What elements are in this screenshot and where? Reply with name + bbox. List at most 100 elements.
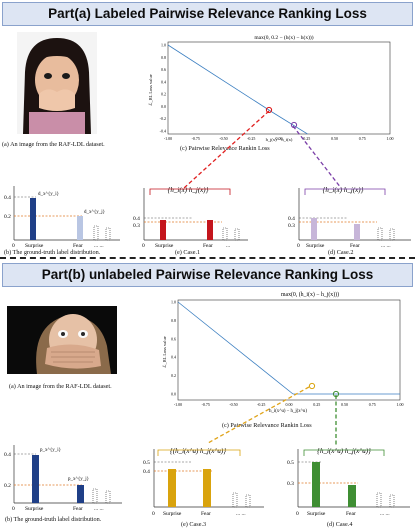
dist-b-bar-other-2: [105, 490, 111, 504]
dist-a-bar-surprise: [30, 198, 36, 240]
dist-a-ytick-1: 0.4: [4, 195, 11, 201]
case2-bar-other-1: [377, 227, 383, 241]
woman-photo: [7, 306, 117, 374]
plot-a-ytick-tick-7: -0.4: [160, 129, 166, 134]
case4-xlabel-dots: ... ...: [380, 511, 390, 517]
case2-bar-surprise: [311, 218, 317, 240]
part-b-title-banner: Part(b) unlabeled Pairwise Relevance Ran…: [2, 263, 413, 287]
case4-bar-surprise: [312, 462, 320, 507]
case4-ytick-2: 0.3: [287, 481, 294, 487]
plot-b-xtick-tick-5: 0.25: [313, 402, 320, 407]
case1-caption: (e) Case.1: [175, 249, 201, 256]
plot-b-ytick-tick-2: 0.6: [171, 336, 176, 341]
case1-xlabel-dots: ...: [226, 243, 231, 248]
plot-b-ytick-tick-1: 0.8: [171, 318, 176, 323]
girl-photo: [17, 32, 97, 134]
plot-a-frame: [167, 41, 391, 135]
part-a-loss-plot: max(0, 0.2 − (h(x) − h(x))) 1.0 0.8 0.6 0.4…: [144, 28, 412, 161]
part-a-image-caption: (a) An image from the RAF-LDL dataset.: [2, 141, 105, 148]
case3-label: {(h_i(x^u) h_j(x^u)}: [170, 447, 226, 455]
connector-red: [183, 110, 270, 189]
case3-bar-other-1: [232, 492, 238, 508]
case3-xlabel-dots: ... ...: [236, 511, 246, 517]
dist-a-xlabel-fear: Fear: [73, 243, 83, 248]
dist-a-zero: 0: [12, 243, 15, 248]
case4-caption: (d) Case.4: [327, 521, 353, 528]
plot-a-point-red: [265, 106, 273, 114]
dist-a-bar-other-2: [105, 227, 111, 241]
plot-a-ytick-tick-2: 0.6: [161, 67, 166, 72]
case1-bracket: [149, 188, 231, 195]
case2-xlabel-surprise: Surprise: [306, 243, 325, 248]
case4-zero: 0: [296, 511, 299, 517]
plot-a-xtick-tick-7: 0.75: [359, 136, 366, 141]
plot-a-xtick-tick-1: -0.75: [192, 136, 200, 141]
plot-b-ylabel: ℒ_RL Loss value: [162, 336, 167, 368]
case1-zero: 0: [142, 243, 145, 248]
plot-a-xtick-tick-0: -1.00: [164, 136, 172, 141]
plot-b-xtick-tick-6: 0.50: [341, 402, 348, 407]
case1-bar-other-1: [222, 227, 228, 241]
part-a-dist-chart: 0.4 0.2 d_x^{y_i} d_x^{y_j} 0 Surprise F…: [2, 182, 122, 253]
case3-zero: 0: [152, 511, 155, 517]
case1-bar-fear: [207, 220, 213, 240]
case4-bracket: [303, 449, 385, 456]
case1-label: {h_i(x) h_j(x)}: [168, 186, 209, 194]
case1-bar-surprise: [160, 220, 166, 240]
case4-bar-other-2: [389, 494, 395, 508]
case3-ytick-2: 0.4: [143, 469, 150, 475]
part-b-dist-chart: 0.4 0.2 p_x^{y_i} p_x^{y_j} 0 Surprise F…: [2, 441, 124, 516]
plot-a-ytick-tick-3: 0.4: [161, 79, 166, 84]
part-b-dist-caption: (b) The ground-truth label distribution.: [5, 516, 102, 523]
dist-a-xlabel-dots: ... ...: [94, 243, 104, 248]
plot-b-xtick-tick-7: 0.75: [369, 402, 376, 407]
part-a-title-banner: Part(a) Labeled Pairwise Relevance Ranki…: [2, 2, 413, 26]
dist-b-label-1: p_x^{y_i}: [40, 448, 61, 453]
dist-b-xlabel-fear: Fear: [73, 506, 83, 511]
plot-a-ytick-tick-0: 1.0: [161, 43, 166, 48]
case1-bar-other-2: [234, 228, 240, 241]
case3-bar-surprise: [168, 469, 176, 507]
dist-a-xlabel-surprise: Surprise: [25, 243, 44, 248]
plot-b-xtick-tick-1: -0.75: [202, 402, 210, 407]
case2-bar-other-2: [389, 228, 395, 241]
plot-a-xtick-tick-3: -0.25: [247, 136, 255, 141]
case1-xlabel-surprise: Surprise: [155, 243, 174, 248]
plot-b-xtick-tick-8: 1.00: [397, 402, 404, 407]
dist-a-ytick-2: 0.2: [4, 214, 11, 220]
dist-b-ytick-1: 0.4: [4, 452, 11, 458]
plot-a-ytick-tick-5: 0.0: [161, 104, 166, 109]
plot-b-xtick-tick-4: 0.00: [286, 402, 293, 407]
plot-b-xlabel: h_i(x^u) − h_j(x^u): [269, 409, 307, 414]
plot-b-xtick-tick-0: -1.00: [174, 402, 182, 407]
plot-a-ytick-tick-6: -0.2: [160, 116, 166, 121]
case2-ytick-2: 0.3: [288, 223, 295, 229]
plot-a-xtick-tick-8: 1.00: [387, 136, 394, 141]
plot-a-xtick-tick-6: 0.50: [331, 136, 338, 141]
connector-gold: [207, 386, 310, 444]
section-divider: [0, 257, 415, 259]
case4-chart: {h_i(x^u) h_j(x^u)} 0.5 0.3 0 Surprise F…: [286, 443, 412, 524]
case2-chart: {h_i(x) h_j(x)} 0.4 0.3 0 Surprise Fear …: [287, 182, 413, 253]
part-b-connectors: [207, 386, 337, 445]
dist-a-label-1: d_x^{y_i}: [38, 192, 59, 197]
plot-a-xtick-tick-2: -0.50: [219, 136, 227, 141]
plot-b-xtick-tick-2: -0.50: [229, 402, 237, 407]
dist-b-label-2: p_x^{y_j}: [68, 477, 89, 482]
plot-b-frame: [177, 299, 401, 401]
plot-a-xtick-tick-4: 0.00: [276, 136, 283, 141]
dist-a-bar-fear: [77, 216, 83, 240]
plot-b-xtick-tick-3: -0.25: [257, 402, 265, 407]
case2-ytick-1: 0.4: [288, 216, 295, 222]
part-b-plot-caption: (c) Pairwise Relevance Rankin Loss: [222, 422, 312, 429]
case2-xlabel-dots: ... ...: [381, 243, 391, 248]
dist-b-ytick-2: 0.2: [4, 483, 11, 489]
case4-bar-fear: [348, 485, 356, 507]
plot-a-xtick-tick-5: 0.25: [303, 136, 310, 141]
part-b-loss-plot: max(0, (h_i(x) − h_j(x))) 1.0 0.8 0.6 0.4 0.…: [160, 286, 410, 423]
connector-purple: [292, 125, 342, 189]
case3-bracket: [157, 449, 241, 456]
case3-bar-other-2: [245, 494, 251, 508]
case2-label: {h_i(x) h_j(x)}: [323, 186, 364, 194]
case2-caption: (d) Case.2: [328, 249, 354, 256]
